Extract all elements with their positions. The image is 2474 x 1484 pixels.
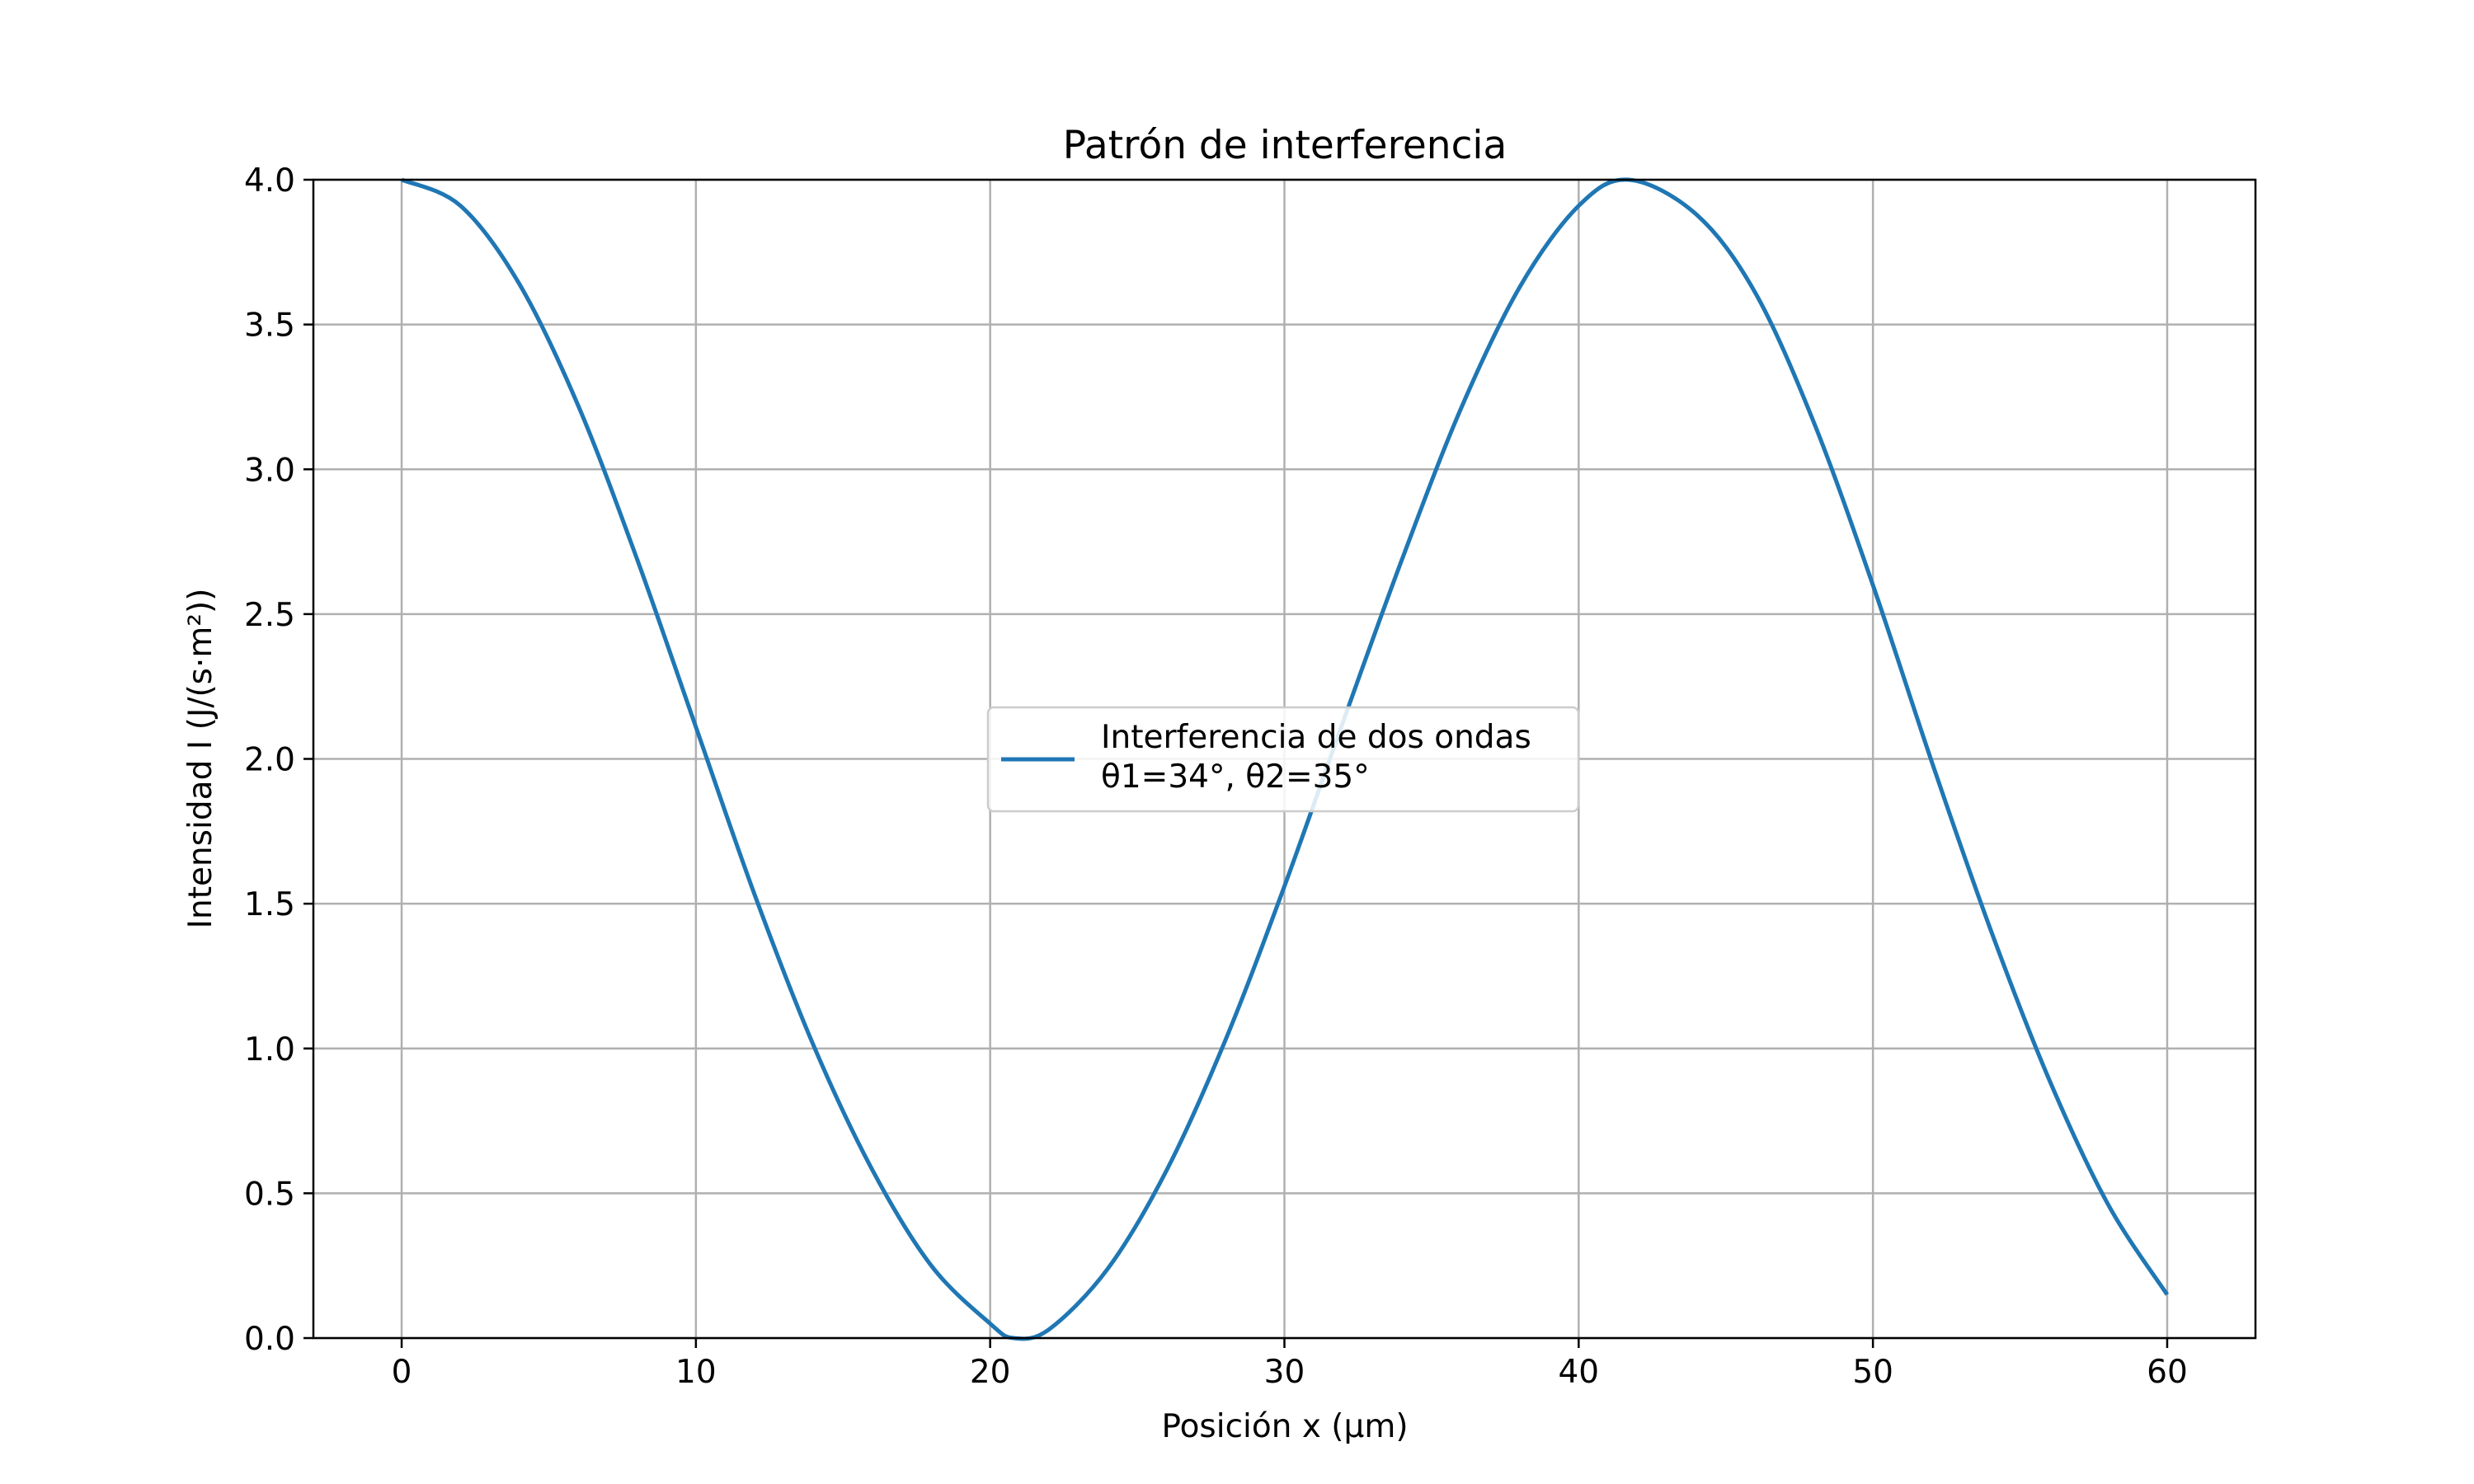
data-point — [1164, 1168, 1169, 1172]
data-point — [1282, 885, 1286, 889]
x-tick-label: 40 — [1558, 1354, 1599, 1391]
data-point — [1812, 421, 1816, 425]
y-axis-label: Intensidad I (J/(s·m²)) — [182, 589, 219, 929]
data-point — [929, 1264, 934, 1268]
y-tick-label: 0.0 — [244, 1321, 295, 1358]
data-point — [1930, 760, 1934, 764]
data-point — [811, 1044, 816, 1048]
data-point — [753, 893, 757, 897]
legend: Interferencia de dos ondas θ1=34°, θ2=35… — [986, 706, 1580, 813]
y-tick-label: 1.0 — [244, 1031, 295, 1068]
legend-label-line2: θ1=34°, θ2=35° — [1101, 758, 1370, 796]
x-tick-label: 20 — [970, 1354, 1011, 1391]
data-point — [1988, 928, 1992, 932]
data-point — [1047, 1327, 1051, 1331]
chart-title: Patrón de interferencia — [1063, 123, 1507, 168]
x-tick-label: 50 — [1852, 1354, 1893, 1391]
x-axis-label: Posición x (μm) — [1161, 1408, 1408, 1445]
data-point — [1459, 406, 1463, 411]
data-point — [576, 403, 581, 407]
x-tick-label: 10 — [675, 1354, 717, 1391]
data-point — [1871, 583, 1875, 587]
y-tick-label: 2.0 — [244, 742, 295, 779]
data-point — [1106, 1266, 1110, 1270]
data-point — [635, 557, 639, 561]
data-point — [2165, 1293, 2169, 1297]
y-tick-label: 3.0 — [244, 452, 295, 489]
data-point — [870, 1168, 874, 1172]
y-tick-label: 3.5 — [244, 308, 295, 345]
data-point — [988, 1322, 992, 1326]
axis-ticks: 0 10 20 30 40 50 60 0.0 0.5 1.0 1.5 2.0 2.5 3.0 3.5 4.0 — [244, 162, 2188, 1391]
x-tick-label: 30 — [1264, 1354, 1305, 1391]
legend-box — [986, 706, 1580, 813]
x-tick-label: 60 — [2147, 1354, 2188, 1391]
data-point — [1224, 1038, 1228, 1042]
y-tick-label: 4.0 — [244, 162, 295, 200]
data-point — [1695, 213, 1699, 217]
data-point — [2048, 1078, 2052, 1082]
data-point — [517, 282, 521, 286]
data-point — [1753, 290, 1757, 294]
data-point — [2106, 1203, 2110, 1207]
data-point — [1400, 557, 1404, 561]
data-point — [459, 204, 463, 208]
x-tick-label: 0 — [392, 1354, 412, 1391]
legend-label-line1: Interferencia de dos ondas — [1101, 719, 1531, 756]
y-tick-label: 1.5 — [244, 886, 295, 923]
y-tick-label: 2.5 — [244, 597, 295, 634]
data-point — [1517, 284, 1522, 289]
series-line — [401, 177, 2170, 1341]
y-tick-label: 0.5 — [244, 1176, 295, 1213]
plot-series — [401, 177, 2170, 1341]
data-point — [1577, 204, 1581, 208]
data-point — [694, 725, 698, 729]
